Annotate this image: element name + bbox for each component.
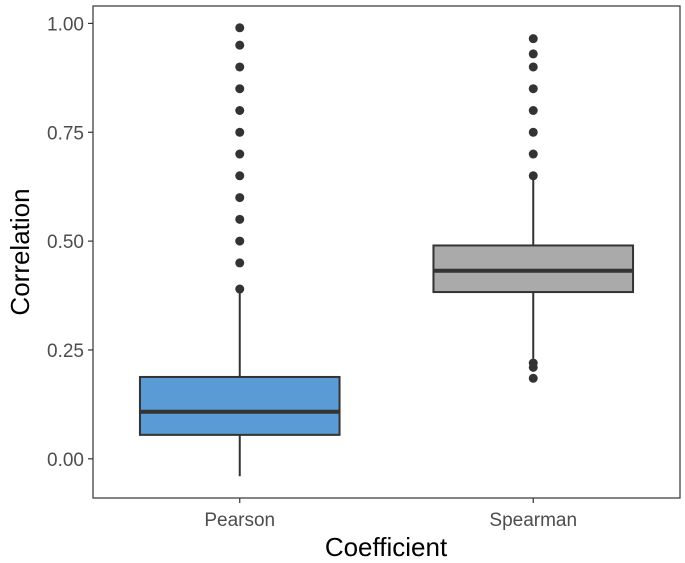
outlier-point: [235, 258, 245, 268]
x-tick-label: Pearson: [204, 510, 275, 531]
x-axis: Pearson Spearman: [204, 498, 577, 531]
outlier-point: [235, 236, 245, 246]
outlier-point: [235, 171, 245, 181]
y-axis: 0.00 0.25 0.50 0.75 1.00: [47, 14, 93, 471]
outlier-point: [235, 149, 245, 159]
outlier-point: [235, 284, 245, 294]
box-spearman: [432, 34, 635, 383]
outlier-point: [235, 193, 245, 203]
box-iqr: [138, 375, 341, 436]
outlier-point: [235, 40, 245, 50]
outlier-point: [528, 127, 538, 137]
outlier-point: [528, 84, 538, 94]
outlier-point: [528, 49, 538, 59]
box-pearson: [138, 23, 341, 477]
outlier-point: [528, 149, 538, 159]
x-tick-label: Spearman: [489, 510, 577, 531]
x-axis-title: Coefficient: [325, 532, 448, 562]
y-tick-label: 0.75: [47, 123, 84, 144]
y-tick-label: 0.25: [47, 341, 84, 362]
outlier-point: [528, 34, 538, 44]
outlier-point: [235, 23, 245, 33]
y-tick-label: 0.00: [47, 450, 84, 471]
outlier-point: [235, 84, 245, 94]
outlier-point: [235, 127, 245, 137]
outlier-point: [528, 62, 538, 72]
box-series: [138, 23, 635, 477]
outlier-point: [235, 214, 245, 224]
outlier-point: [528, 373, 538, 383]
outlier-point: [235, 105, 245, 115]
outlier-point: [528, 105, 538, 115]
y-axis-title: Correlation: [5, 188, 35, 315]
outlier-point: [528, 171, 538, 181]
outlier-point: [235, 62, 245, 72]
y-tick-label: 0.50: [47, 232, 84, 253]
outlier-point: [528, 362, 538, 372]
y-tick-label: 1.00: [47, 14, 84, 35]
